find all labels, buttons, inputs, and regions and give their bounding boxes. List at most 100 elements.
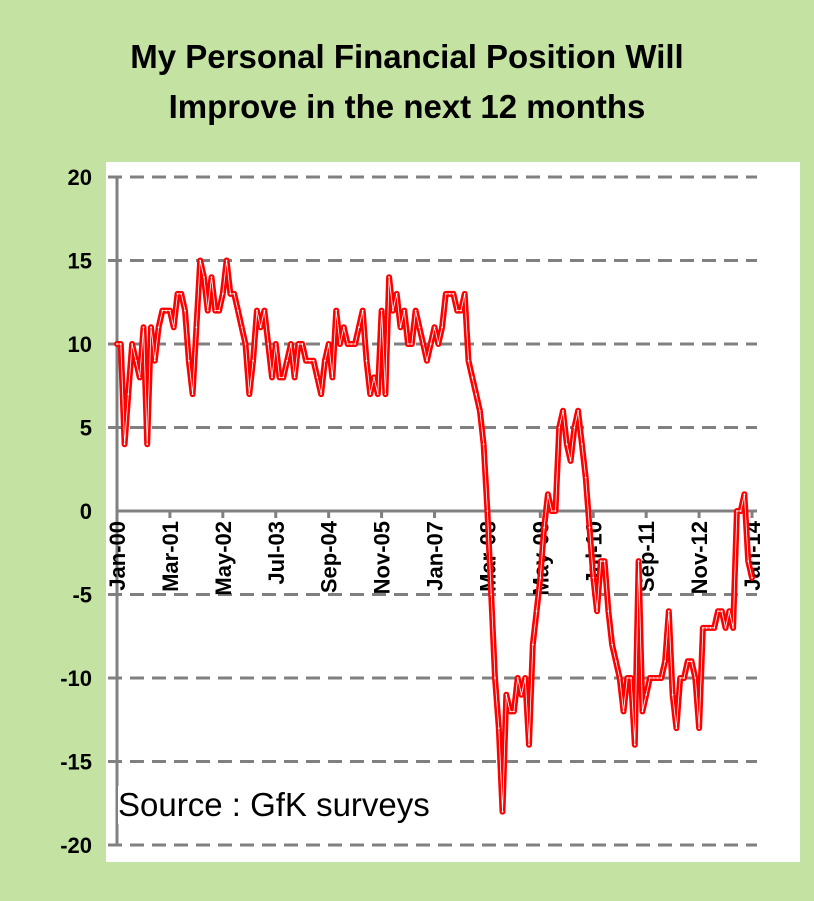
data-point xyxy=(327,343,330,345)
data-point xyxy=(603,560,606,562)
data-point xyxy=(414,309,417,312)
data-point xyxy=(346,343,349,345)
data-point xyxy=(709,627,712,629)
data-point xyxy=(339,343,341,345)
data-point xyxy=(252,359,254,362)
data-point xyxy=(626,677,629,679)
data-point xyxy=(512,710,515,713)
data-point xyxy=(150,326,152,329)
y-tick-label: 15 xyxy=(68,249,92,274)
data-point xyxy=(546,493,549,496)
data-point xyxy=(312,359,315,362)
chart-title-line-1: My Personal Financial Position Will xyxy=(130,38,684,75)
data-point xyxy=(271,376,273,379)
data-point xyxy=(528,743,530,746)
data-point xyxy=(293,376,296,379)
data-point xyxy=(350,343,353,345)
data-point xyxy=(448,293,451,295)
x-tick-label: Jan-00 xyxy=(105,521,130,591)
y-tick-label: -10 xyxy=(60,666,92,691)
data-point xyxy=(308,359,311,362)
data-point xyxy=(641,710,644,713)
data-point xyxy=(667,610,670,613)
data-point xyxy=(210,276,213,279)
data-point xyxy=(161,309,164,312)
data-point xyxy=(671,693,674,696)
y-tick-label: 20 xyxy=(68,165,92,190)
y-tick-label: -15 xyxy=(60,750,92,775)
data-point xyxy=(221,293,224,295)
data-point xyxy=(240,326,243,329)
data-point xyxy=(615,660,617,663)
data-point xyxy=(622,710,625,713)
data-point xyxy=(380,309,383,312)
data-point xyxy=(361,309,364,312)
data-point xyxy=(735,510,738,512)
data-point xyxy=(316,376,319,379)
x-tick-label: Nov-05 xyxy=(370,521,395,594)
data-point xyxy=(365,359,368,362)
data-point xyxy=(422,343,425,345)
data-point xyxy=(165,309,168,312)
data-point xyxy=(410,343,413,345)
data-point xyxy=(550,510,553,512)
data-point xyxy=(286,359,288,362)
data-point xyxy=(516,677,519,679)
data-point xyxy=(720,610,723,613)
data-point xyxy=(705,627,708,629)
data-point xyxy=(543,526,546,529)
data-point xyxy=(645,693,648,696)
data-point xyxy=(588,526,591,529)
y-tick-label: 0 xyxy=(80,499,92,524)
data-point xyxy=(463,293,466,295)
data-point xyxy=(407,343,409,345)
data-point xyxy=(418,326,421,329)
data-point xyxy=(630,677,632,679)
data-point xyxy=(460,309,462,312)
data-point xyxy=(581,443,583,446)
data-point xyxy=(116,343,118,345)
data-point xyxy=(289,343,292,345)
data-point xyxy=(569,460,572,462)
data-point xyxy=(244,343,247,345)
data-point xyxy=(607,610,610,613)
data-point xyxy=(282,376,285,379)
data-point xyxy=(395,293,398,295)
data-point xyxy=(732,627,735,629)
data-point xyxy=(505,693,508,696)
data-point xyxy=(119,343,122,345)
data-point xyxy=(467,359,470,362)
x-tick-label: Sep-04 xyxy=(317,520,342,593)
y-tick-label: -20 xyxy=(60,833,92,858)
data-point xyxy=(305,359,307,362)
data-point xyxy=(392,309,394,312)
data-point xyxy=(683,677,685,679)
data-point xyxy=(701,627,704,629)
data-point xyxy=(520,693,523,696)
data-point xyxy=(153,359,156,362)
data-point xyxy=(388,276,391,279)
data-point xyxy=(558,426,561,429)
data-point xyxy=(384,393,387,395)
data-point xyxy=(679,677,682,679)
x-tick-label: Jan-07 xyxy=(423,521,448,591)
chart-title: My Personal Financial Position Will Impr… xyxy=(0,32,814,132)
data-point xyxy=(331,376,334,379)
data-point xyxy=(751,576,753,579)
data-point xyxy=(456,309,459,312)
data-point xyxy=(747,560,750,562)
data-point xyxy=(618,677,621,679)
data-point xyxy=(690,660,693,663)
data-point xyxy=(596,610,598,613)
data-point xyxy=(728,610,731,613)
data-point xyxy=(660,677,663,679)
data-point xyxy=(471,376,474,379)
data-point xyxy=(482,443,485,446)
data-point xyxy=(320,393,323,395)
data-point xyxy=(180,293,183,295)
data-point xyxy=(509,710,511,713)
data-point xyxy=(335,309,338,312)
x-tick-label: Mar-01 xyxy=(158,521,183,592)
data-point xyxy=(176,293,179,295)
data-point xyxy=(524,677,527,679)
